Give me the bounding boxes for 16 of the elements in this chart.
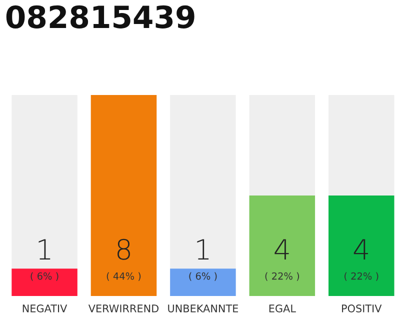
x-tick-label: VERWIRREND bbox=[88, 304, 159, 312]
annotation: 8 bbox=[118, 238, 130, 260]
data-label: ( 22% ) bbox=[265, 272, 300, 281]
data-label: ( 6% ) bbox=[189, 272, 217, 281]
data-label: ( 6% ) bbox=[30, 272, 58, 281]
x-tick-label: UNBEKANNTE bbox=[168, 304, 238, 312]
annotation: 1 bbox=[197, 239, 209, 260]
data-label: ( 44% ) bbox=[106, 272, 141, 281]
annotation: 4 bbox=[274, 239, 289, 260]
annotation: 1 bbox=[38, 239, 50, 260]
x-tick-label: POSITIV bbox=[342, 304, 382, 312]
chart-title: 082815439 bbox=[6, 5, 194, 28]
data-label: ( 22% ) bbox=[344, 272, 378, 281]
x-tick-label: EGAL bbox=[269, 304, 296, 312]
annotation: 4 bbox=[354, 239, 368, 260]
x-tick-label: NEGATIV bbox=[22, 304, 68, 312]
